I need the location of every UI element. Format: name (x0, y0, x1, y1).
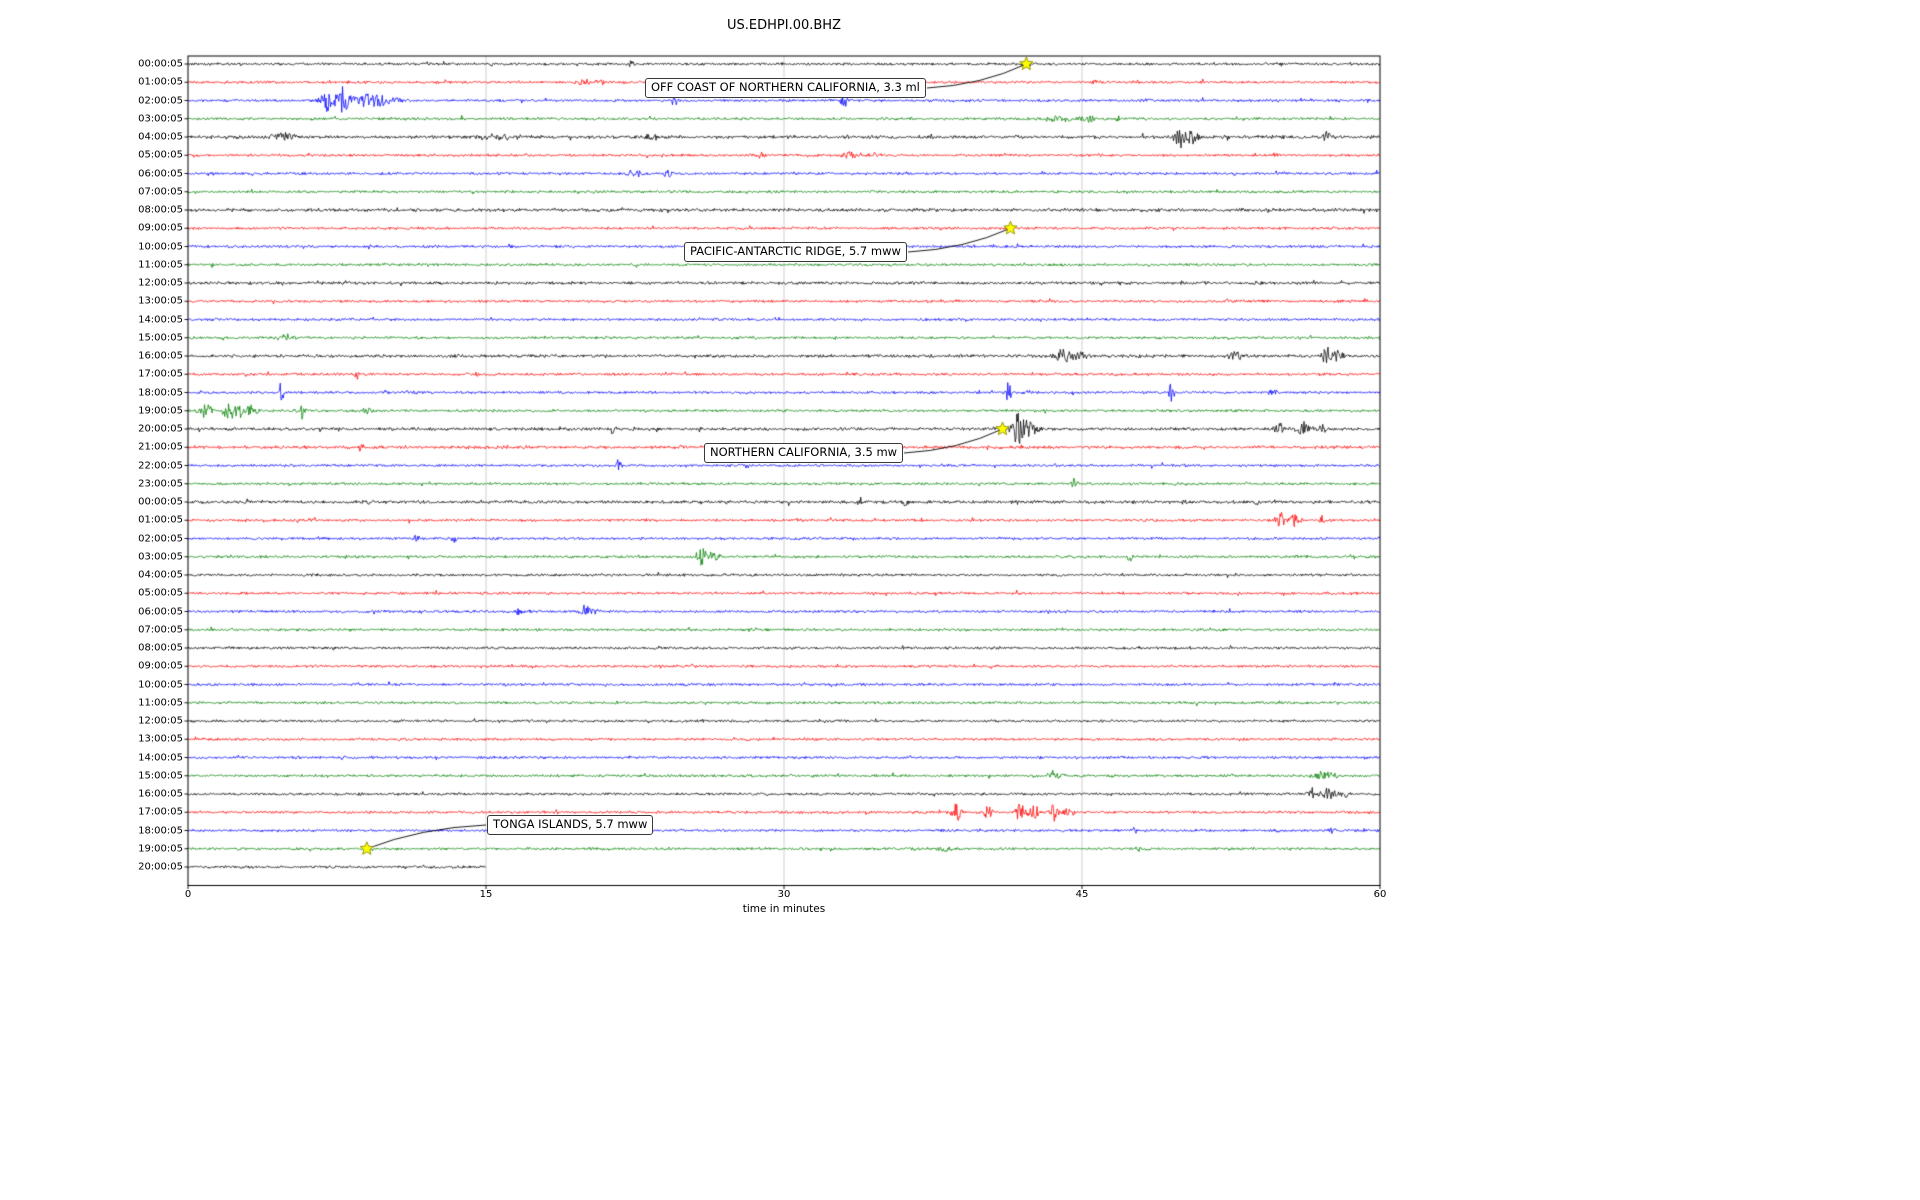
row-label: 16:00:05 (138, 788, 183, 800)
row-label: 20:00:05 (138, 861, 183, 873)
x-tick-label: 15 (479, 889, 493, 900)
row-label: 14:00:05 (138, 752, 183, 763)
event-annotation: TONGA ISLANDS, 5.7 mww (487, 815, 654, 835)
row-label: 13:00:05 (138, 733, 183, 745)
row-label: 11:00:05 (138, 259, 183, 271)
row-label: 06:00:05 (138, 168, 183, 179)
row-label: 03:00:05 (138, 113, 183, 125)
chart-title: US.EDHPI.00.BHZ (727, 18, 841, 33)
row-label: 20:00:05 (138, 423, 183, 435)
row-label: 14:00:05 (138, 314, 183, 325)
row-label: 02:00:05 (138, 95, 183, 106)
row-label: 01:00:05 (138, 76, 183, 88)
x-tick-label: 45 (1075, 889, 1089, 900)
row-label: 16:00:05 (138, 350, 183, 362)
row-label: 04:00:05 (138, 569, 183, 581)
row-label: 22:00:05 (138, 460, 183, 471)
row-label: 01:00:05 (138, 514, 183, 526)
row-label: 18:00:05 (138, 387, 183, 398)
row-label: 12:00:05 (138, 715, 183, 727)
row-label: 03:00:05 (138, 551, 183, 563)
row-label: 17:00:05 (138, 368, 183, 380)
row-label: 06:00:05 (138, 606, 183, 617)
row-label: 07:00:05 (138, 624, 183, 636)
row-label: 00:00:05 (138, 58, 183, 70)
row-label: 09:00:05 (138, 222, 183, 234)
row-label: 08:00:05 (138, 642, 183, 654)
row-label: 19:00:05 (138, 843, 183, 855)
row-label: 10:00:05 (138, 241, 183, 252)
event-annotation: PACIFIC-ANTARCTIC RIDGE, 5.7 mww (684, 242, 907, 262)
row-label: 17:00:05 (138, 806, 183, 818)
x-tick-label: 30 (777, 889, 791, 900)
row-label: 05:00:05 (138, 587, 183, 599)
x-tick-label: 0 (184, 889, 192, 900)
x-axis-label: time in minutes (742, 903, 826, 915)
row-label: 08:00:05 (138, 204, 183, 216)
row-label: 21:00:05 (138, 441, 183, 453)
row-label: 12:00:05 (138, 277, 183, 289)
row-label: 13:00:05 (138, 295, 183, 307)
row-label: 23:00:05 (138, 478, 183, 490)
row-label: 19:00:05 (138, 405, 183, 417)
row-label: 09:00:05 (138, 660, 183, 672)
row-label: 15:00:05 (138, 770, 183, 782)
row-label: 15:00:05 (138, 332, 183, 344)
row-label: 04:00:05 (138, 131, 183, 143)
row-label: 00:00:05 (138, 496, 183, 508)
row-label: 07:00:05 (138, 186, 183, 198)
x-tick-label: 60 (1373, 889, 1387, 900)
event-annotation: NORTHERN CALIFORNIA, 3.5 mw (704, 443, 904, 463)
row-label: 10:00:05 (138, 679, 183, 690)
row-label: 05:00:05 (138, 149, 183, 161)
row-label: 02:00:05 (138, 533, 183, 544)
event-annotation: OFF COAST OF NORTHERN CALIFORNIA, 3.3 ml (645, 78, 926, 98)
row-label: 11:00:05 (138, 697, 183, 709)
row-label: 18:00:05 (138, 825, 183, 836)
